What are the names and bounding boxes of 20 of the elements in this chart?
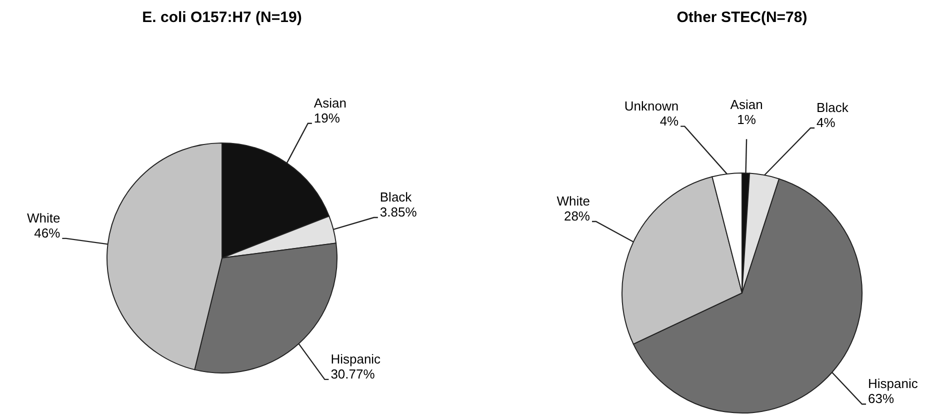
slice-label: White [26, 210, 60, 226]
data-label: 46% [34, 225, 61, 240]
slice-label: Black [816, 100, 849, 115]
chart-title: Other STEC(N=78) [676, 9, 808, 26]
slice-label: Asian [730, 97, 763, 112]
data-label: 1% [737, 112, 756, 128]
data-label: 3.85% [380, 204, 418, 220]
slice-label: Hispanic [868, 376, 918, 392]
chart-title: E. coli O157:H7 (N=19) [142, 9, 302, 26]
data-label: 63% [868, 391, 894, 406]
data-label: 19% [314, 110, 340, 126]
data-label: 28% [564, 208, 590, 224]
data-label: 4% [660, 113, 680, 128]
slice-label: Black [380, 190, 412, 205]
slice-label: Unknown [624, 98, 679, 114]
data-label: 4% [816, 114, 836, 130]
data-label: 30.77% [330, 366, 376, 382]
slice-label: Hispanic [330, 351, 382, 366]
slice-label: White [556, 193, 590, 208]
slice-label: Asian [314, 95, 346, 110]
